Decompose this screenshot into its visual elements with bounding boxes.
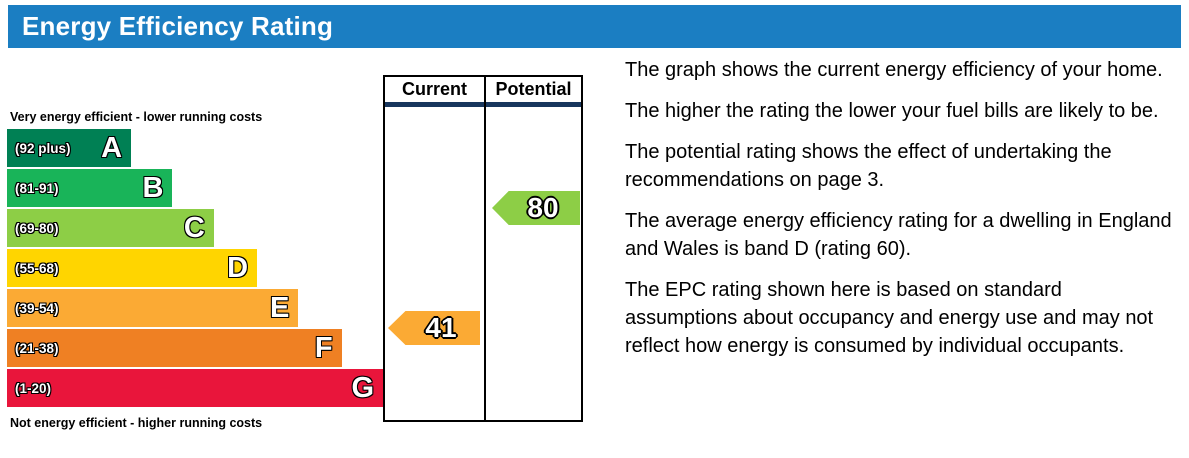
band-letter: E [270, 291, 290, 324]
description-paragraph: The graph shows the current energy effic… [625, 59, 1163, 81]
description-paragraph: The potential rating shows the effect of… [625, 141, 1112, 191]
band-letter: G [351, 371, 374, 404]
band-row-g: (1-20) G [7, 369, 383, 407]
potential-rating-value: 80 [527, 192, 559, 223]
band-letter: A [101, 131, 123, 164]
current-column: Current [385, 77, 486, 420]
band-row-a: (92 plus) A [7, 129, 132, 167]
description-paragraph: The average energy efficiency rating for… [625, 210, 1172, 260]
current-column-header: Current [385, 77, 484, 107]
band-range-label: (81-91) [15, 180, 59, 196]
band-row-d: (55-68) D [7, 249, 258, 287]
band-row-c: (69-80) C [7, 209, 214, 247]
band-letter: C [183, 211, 205, 244]
description-paragraph: The higher the rating the lower your fue… [625, 100, 1159, 122]
scale-top-label: Very energy efficient - lower running co… [10, 110, 263, 124]
band-range-label: (1-20) [15, 380, 52, 396]
page-header: Energy Efficiency Rating [8, 5, 1181, 48]
scale-bottom-label: Not energy efficient - higher running co… [10, 416, 263, 430]
band-row-f: (21-38) F [7, 329, 342, 367]
current-rating-arrow: 41 [388, 311, 480, 345]
band-range-label: (39-54) [15, 300, 59, 316]
band-range-label: (55-68) [15, 260, 59, 276]
band-letter: F [314, 331, 333, 364]
band-range-label: (21-38) [15, 340, 59, 356]
band-letter: D [227, 251, 249, 284]
page-title: Energy Efficiency Rating [22, 11, 334, 41]
potential-rating-arrow: 80 [492, 191, 580, 225]
band-range-label: (92 plus) [15, 140, 71, 156]
rating-scale: Very energy efficient - lower running co… [7, 105, 383, 430]
potential-column: Potential [486, 77, 581, 420]
rating-bands: (92 plus) A (81-91) B (69-80) C (55-68) … [7, 129, 383, 407]
band-row-b: (81-91) B [7, 169, 173, 207]
rating-columns: Current Potential [383, 75, 583, 422]
potential-column-header: Potential [486, 77, 581, 107]
current-rating-value: 41 [425, 312, 457, 343]
band-range-label: (69-80) [15, 220, 59, 236]
description-paragraph: The EPC rating shown here is based on st… [625, 279, 1154, 357]
band-row-e: (39-54) E [7, 289, 299, 327]
band-letter: B [142, 171, 164, 204]
energy-rating-chart: Current Potential Very energy efficient … [7, 75, 583, 443]
description-text: The graph shows the current energy effic… [625, 56, 1177, 373]
